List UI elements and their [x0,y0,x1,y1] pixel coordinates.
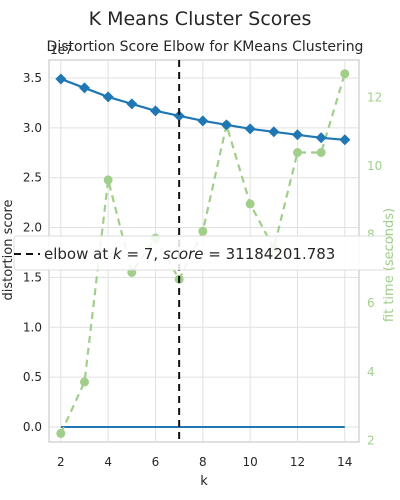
legend: elbow at k = 7, score = 31184201.783 [13,235,393,271]
x-tick-label: 4 [104,455,112,469]
fit-time-point [316,148,326,158]
x-tick-label: 6 [152,455,160,469]
distortion-point [173,110,185,122]
y-tick-labels: 0.0 0.5 1.0 1.5 2.0 2.5 3.0 3.5 [23,71,42,434]
fit-time-point [292,148,302,158]
distortion-point [244,123,256,135]
y-tick-label: 2.5 [23,171,42,185]
x-tick-label: 14 [337,455,352,469]
distortion-point [220,119,232,131]
y2-tick-label: 2 [367,433,375,447]
distortion-point [78,82,90,94]
y-tick-label: 0.5 [23,370,42,384]
y-tick-label: 1.0 [23,320,42,334]
y2-tick-label: 6 [367,296,375,310]
y-axis-offset-label: 1e7 [50,43,73,57]
distortion-point [102,91,114,103]
y-tick-label: 1.5 [23,270,42,284]
y-tick-label: 0.0 [23,420,42,434]
y2-tick-label: 8 [367,228,375,242]
fit-time-point [198,226,208,236]
distortion-point [126,98,138,110]
x-tick-label: 2 [57,455,65,469]
y-tick-label: 2.0 [23,221,42,235]
x-tick-labels: 2 4 6 8 10 12 14 [57,455,352,469]
distortion-point [291,129,303,141]
x-axis-label: k [200,474,208,489]
distortion-point [268,126,280,138]
legend-label: elbow at k = 7, score = 31184201.783 [44,245,335,263]
distortion-point [149,105,161,117]
y2-tick-label: 4 [367,365,375,379]
y2-tick-labels: 2 4 6 8 10 12 [367,91,382,448]
fit-time-point [340,69,350,79]
x-tick-label: 12 [290,455,305,469]
distortion-point [339,134,351,146]
x-tick-label: 10 [243,455,258,469]
distortion-point [55,73,67,85]
y-tick-label: 3.5 [23,71,42,85]
x-tick-label: 8 [199,455,207,469]
fit-time-point [56,428,66,438]
fit-time-point [103,175,113,185]
distortion-point [315,132,327,144]
chart-title: K Means Cluster Scores [89,8,312,30]
y2-tick-label: 10 [367,159,382,173]
fit-time-point [79,377,89,387]
y-tick-label: 3.0 [23,121,42,135]
y2-tick-label: 12 [367,91,382,105]
distortion-point [197,115,209,127]
chart-subtitle: Distortion Score Elbow for KMeans Cluste… [47,39,364,55]
fit-time-point [245,199,255,209]
y-axis-label: distortion score [1,200,16,301]
series-layer [55,69,351,438]
y2-axis-label: fit time (seconds) [382,208,397,322]
